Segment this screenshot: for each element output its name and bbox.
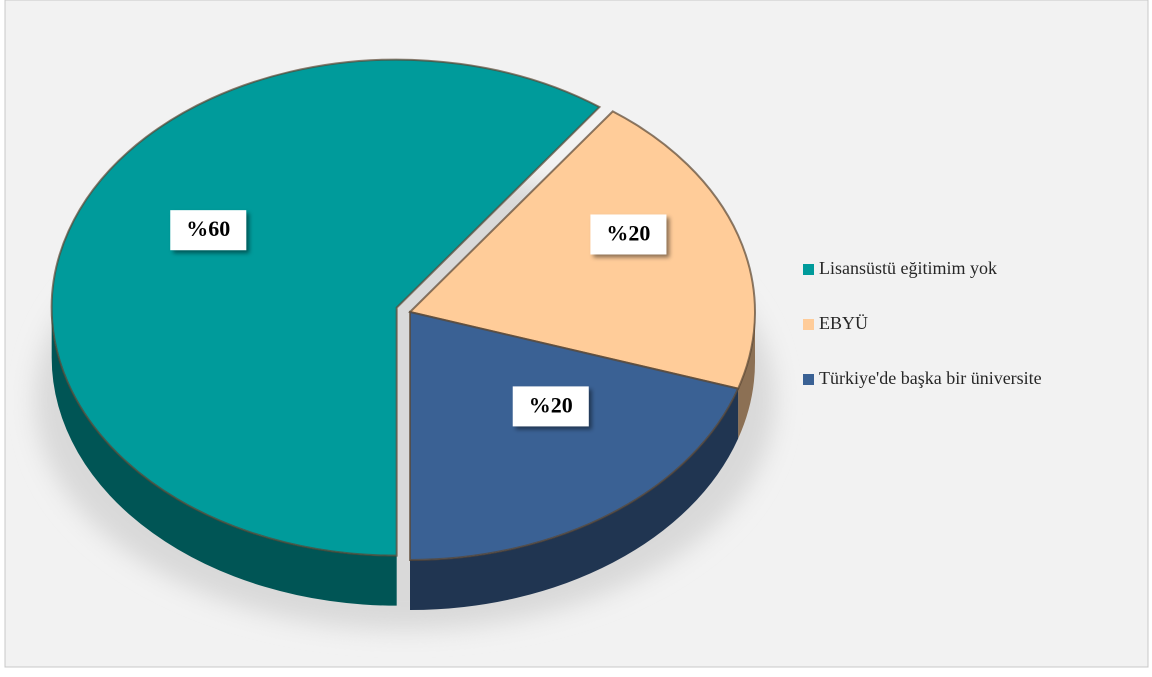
data-label-box — [590, 214, 667, 255]
data-label: %20 — [606, 221, 650, 246]
slice — [50, 58, 602, 557]
legend-swatch — [803, 319, 814, 330]
slice-side — [738, 312, 755, 439]
legend-swatch — [803, 374, 814, 385]
slice-side — [410, 388, 739, 610]
slice — [409, 310, 740, 562]
data-label: %20 — [529, 392, 573, 417]
legend-swatch — [803, 264, 814, 275]
data-label: %60 — [186, 216, 230, 241]
data-label-box — [170, 210, 247, 251]
legend-label: Lisansüstü eğitimim yok — [819, 258, 997, 278]
legend-label: EBYÜ — [819, 313, 868, 333]
slice — [408, 110, 756, 390]
legend-label: Türkiye'de başka bir üniversite — [819, 368, 1042, 388]
pie-tops — [50, 58, 756, 562]
data-label-box — [512, 386, 589, 427]
